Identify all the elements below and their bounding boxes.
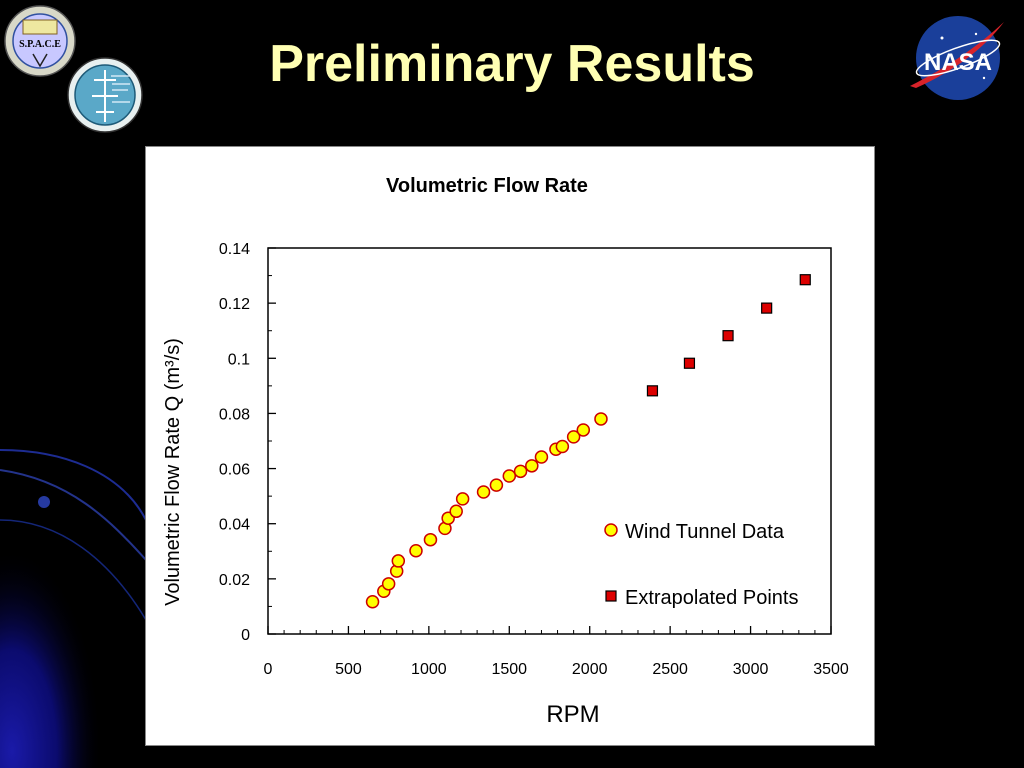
series-wind-tunnel-data — [365, 412, 608, 609]
y-tick-label: 0.08 — [219, 406, 250, 423]
series-layer — [365, 274, 811, 609]
data-point — [409, 543, 423, 558]
nasa-logo-text: NASA — [924, 49, 992, 76]
data-point — [391, 554, 406, 568]
data-point — [683, 357, 696, 369]
data-point — [534, 450, 549, 464]
legend-label: Extrapolated Points — [625, 587, 798, 609]
data-point — [646, 385, 659, 397]
x-tick-label: 1000 — [411, 661, 447, 678]
x-tick-label: 2000 — [572, 661, 608, 678]
y-tick-label: 0.02 — [219, 572, 250, 589]
chart-title: Volumetric Flow Rate — [386, 175, 588, 197]
x-axis: 0 500 1000 1500 2000 2500 3000 3500 — [264, 626, 849, 678]
series-extrapolated-points — [646, 274, 811, 397]
plot-area — [267, 247, 832, 635]
research-logo — [67, 57, 143, 133]
legend-marker-square — [605, 590, 617, 602]
data-point — [489, 478, 504, 492]
data-point — [423, 532, 438, 547]
space-logo: S.P.A.C.E — [4, 5, 76, 77]
y-tick-label: 0 — [241, 627, 250, 644]
nasa-logo: NASA — [910, 16, 1004, 100]
x-tick-label: 3500 — [813, 661, 849, 678]
scatter-chart: Volumetric Flow Rate 0 0.02 0.04 0.06 0.08 0.… — [162, 175, 849, 728]
data-point — [525, 459, 539, 473]
y-tick-label: 0.12 — [219, 296, 250, 313]
y-axis: 0 0.02 0.04 0.06 0.08 0.1 0.12 0.14 — [219, 241, 276, 644]
data-point — [449, 504, 463, 519]
data-point — [761, 302, 773, 314]
x-tick-label: 0 — [264, 661, 273, 678]
data-point — [566, 430, 581, 444]
data-point — [722, 330, 734, 342]
legend-label: Wind Tunnel Data — [625, 521, 785, 543]
data-point — [576, 423, 591, 437]
data-point — [799, 274, 811, 286]
space-logo-text: S.P.A.C.E — [19, 39, 61, 50]
data-point — [455, 492, 470, 506]
x-tick-label: 2500 — [652, 661, 688, 678]
data-point — [502, 469, 517, 483]
data-point — [594, 412, 608, 426]
y-axis-label: Volumetric Flow Rate Q (m³/s) — [162, 338, 184, 606]
data-point — [365, 594, 380, 609]
x-axis-label: RPM — [546, 701, 599, 728]
data-point — [555, 439, 570, 454]
y-tick-label: 0.04 — [219, 517, 250, 534]
x-tick-label: 500 — [335, 661, 362, 678]
y-tick-label: 0.06 — [219, 462, 250, 479]
data-point — [513, 464, 528, 479]
x-tick-label: 3000 — [733, 661, 769, 678]
y-tick-label: 0.1 — [228, 351, 250, 368]
x-tick-label: 1500 — [491, 661, 527, 678]
legend: Wind Tunnel Data Extrapolated Points — [604, 521, 798, 609]
data-point — [381, 577, 396, 591]
data-point — [476, 485, 491, 499]
chart-panel: Volumetric Flow Rate 0 0.02 0.04 0.06 0.08 0.… — [145, 146, 875, 746]
y-tick-label: 0.14 — [219, 241, 250, 258]
page-title: Preliminary Results — [269, 35, 755, 93]
legend-marker-circle — [604, 523, 618, 537]
